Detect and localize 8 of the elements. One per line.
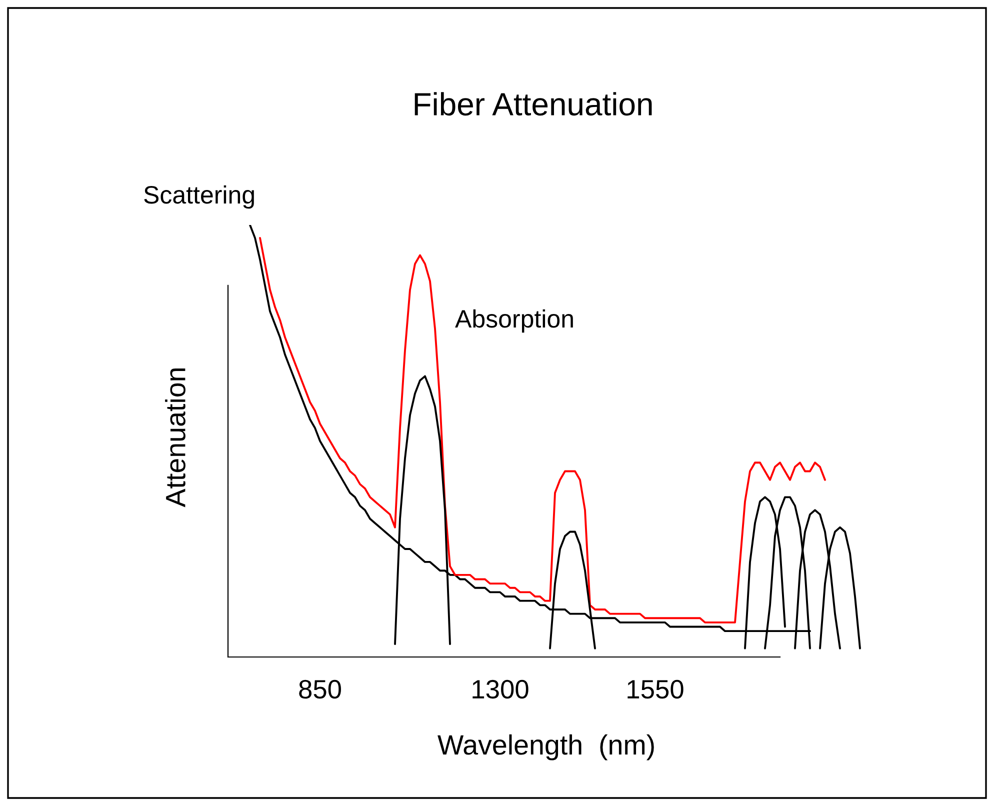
chart-title: Fiber Attenuation [414, 92, 652, 116]
annotation: Absorption [455, 309, 573, 333]
x-tick-label: 1550 [628, 680, 684, 699]
y-axis-title: Attenuation [165, 368, 186, 508]
x-tick-label: 850 [299, 680, 341, 699]
text: Scattering [144, 185, 254, 209]
x-axis-title: Wavelength (nm) [438, 734, 654, 760]
x-tick-label: 1300 [472, 680, 528, 699]
